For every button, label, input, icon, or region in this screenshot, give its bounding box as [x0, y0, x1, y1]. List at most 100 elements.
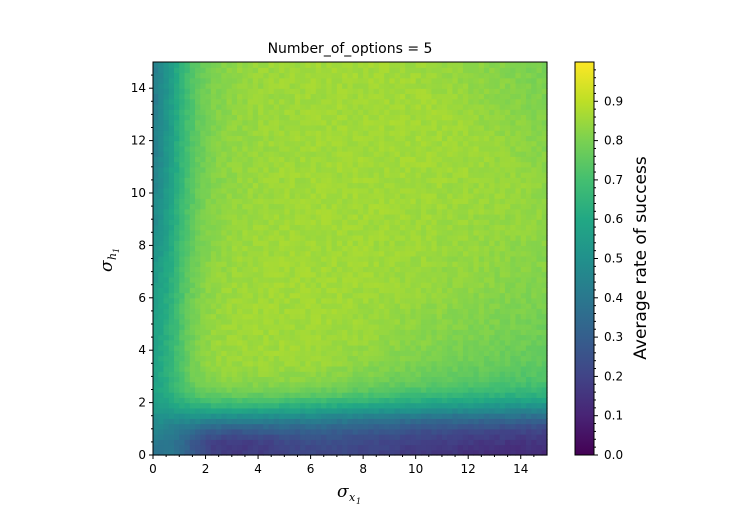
heatmap-cell	[426, 130, 433, 136]
heatmap-cell	[252, 135, 259, 142]
heatmap-cell	[489, 439, 496, 446]
heatmap-cell	[216, 198, 222, 205]
heatmap-cell	[268, 119, 275, 126]
heatmap-cell	[494, 423, 501, 430]
heatmap-cell	[284, 324, 291, 330]
heatmap-cell	[384, 334, 390, 341]
heatmap-cell	[284, 271, 291, 278]
heatmap-cell	[305, 449, 312, 456]
heatmap-cell	[247, 161, 254, 168]
heatmap-cell	[158, 219, 165, 226]
heatmap-cell	[226, 213, 233, 220]
heatmap-cell	[536, 240, 543, 246]
heatmap-cell	[357, 313, 364, 320]
heatmap-cell	[200, 172, 207, 178]
heatmap-cell	[221, 360, 228, 367]
heatmap-cell	[489, 109, 496, 115]
heatmap-cell	[436, 386, 443, 393]
heatmap-cell	[221, 161, 228, 168]
heatmap-cell	[163, 114, 170, 121]
heatmap-cell	[525, 130, 532, 136]
heatmap-cell	[373, 119, 380, 126]
heatmap-cell	[226, 255, 233, 262]
heatmap-cell	[184, 402, 191, 409]
heatmap-cell	[321, 135, 327, 142]
heatmap-cell	[478, 109, 485, 115]
heatmap-cell	[399, 355, 406, 362]
heatmap-cell	[252, 208, 259, 215]
heatmap-cell	[263, 413, 270, 419]
heatmap-cell	[473, 224, 480, 231]
heatmap-cell	[426, 145, 433, 152]
heatmap-cell	[189, 413, 196, 419]
heatmap-cell	[342, 261, 348, 267]
heatmap-cell	[273, 439, 280, 446]
heatmap-cell	[384, 423, 390, 430]
heatmap-cell	[494, 392, 501, 398]
heatmap-cell	[426, 172, 433, 178]
heatmap-cell	[331, 198, 338, 205]
heatmap-cell	[205, 318, 212, 325]
heatmap-cell	[247, 140, 254, 147]
heatmap-cell	[231, 255, 238, 262]
heatmap-cell	[363, 318, 369, 325]
heatmap-cell	[252, 282, 259, 288]
heatmap-cell	[237, 193, 243, 199]
heatmap-cell	[342, 114, 348, 121]
heatmap-cell	[363, 397, 369, 404]
heatmap-cell	[520, 360, 527, 367]
heatmap-cell	[499, 423, 506, 430]
heatmap-cell	[258, 392, 264, 398]
heatmap-cell	[504, 434, 511, 440]
heatmap-cell	[247, 397, 254, 404]
heatmap-cell	[368, 276, 375, 283]
heatmap-cell	[389, 135, 396, 142]
heatmap-cell	[195, 282, 201, 288]
heatmap-cell	[447, 397, 454, 404]
heatmap-cell	[189, 140, 196, 147]
heatmap-cell	[289, 114, 296, 121]
heatmap-cell	[378, 376, 385, 383]
heatmap-cell	[436, 397, 443, 404]
heatmap-cell	[510, 439, 517, 446]
heatmap-cell	[284, 219, 291, 226]
heatmap-cell	[300, 224, 306, 231]
heatmap-cell	[242, 392, 249, 398]
heatmap-cell	[226, 224, 233, 231]
heatmap-cell	[504, 261, 511, 267]
heatmap-cell	[410, 318, 417, 325]
heatmap-cell	[405, 350, 412, 357]
heatmap-cell	[541, 203, 548, 210]
heatmap-cell	[510, 386, 517, 393]
heatmap-cell	[168, 308, 175, 315]
heatmap-cell	[499, 313, 506, 320]
heatmap-cell	[310, 339, 317, 346]
heatmap-cell	[179, 261, 186, 267]
heatmap-cell	[231, 444, 238, 451]
heatmap-cell	[536, 397, 543, 404]
heatmap-cell	[242, 156, 249, 163]
heatmap-cell	[431, 109, 438, 115]
heatmap-cell	[452, 151, 459, 157]
heatmap-cell	[226, 392, 233, 398]
heatmap-cell	[531, 219, 538, 226]
heatmap-cell	[216, 250, 222, 257]
heatmap-cell	[520, 166, 527, 173]
heatmap-cell	[531, 224, 538, 231]
heatmap-cell	[525, 381, 532, 388]
heatmap-cell	[231, 313, 238, 320]
heatmap-cell	[462, 439, 469, 446]
heatmap-cell	[179, 114, 186, 121]
heatmap-cell	[284, 428, 291, 435]
heatmap-cell	[158, 318, 165, 325]
heatmap-cell	[357, 250, 364, 257]
heatmap-cell	[184, 313, 191, 320]
heatmap-cell	[468, 402, 475, 409]
heatmap-cell	[483, 434, 490, 440]
heatmap-cell	[258, 271, 264, 278]
heatmap-cell	[174, 130, 180, 136]
heatmap-cell	[426, 449, 433, 456]
heatmap-cell	[321, 271, 327, 278]
heatmap-cell	[515, 318, 522, 325]
heatmap-cell	[331, 156, 338, 163]
